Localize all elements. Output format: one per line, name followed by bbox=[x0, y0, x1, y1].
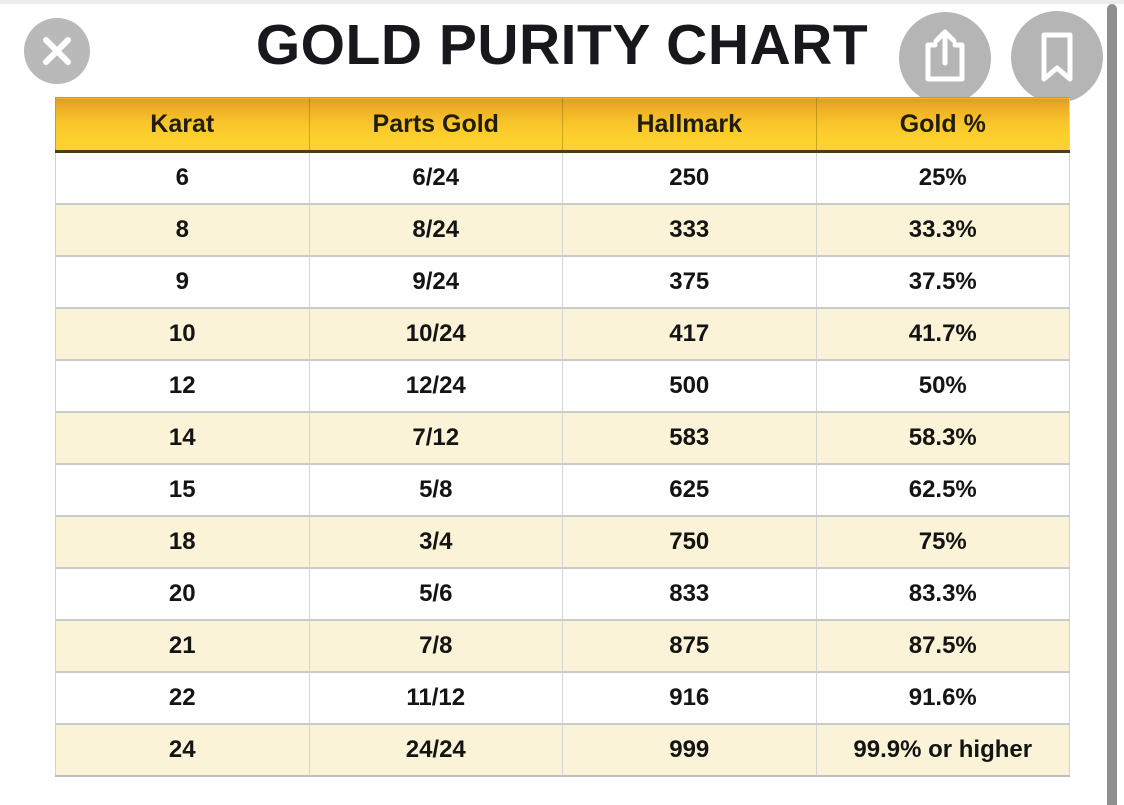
table-cell: 75% bbox=[815, 514, 1070, 568]
table-cell: 14 bbox=[55, 410, 309, 464]
table-cell: 12/24 bbox=[308, 358, 563, 412]
table-row: 6 6/24 250 25% bbox=[55, 151, 1070, 204]
table-cell: 24 bbox=[55, 722, 309, 776]
table-cell: 9/24 bbox=[308, 254, 563, 308]
table-cell: 8/24 bbox=[308, 202, 563, 256]
table-cell: 41.7% bbox=[815, 306, 1070, 360]
table-cell: 87.5% bbox=[815, 618, 1070, 672]
table-cell: 333 bbox=[562, 202, 816, 256]
table-cell: 22 bbox=[55, 670, 309, 724]
table-cell: 15 bbox=[55, 462, 309, 516]
table-row: 20 5/6 833 83.3% bbox=[55, 566, 1070, 620]
table-cell: 3/4 bbox=[308, 514, 563, 568]
table-cell: 375 bbox=[562, 254, 816, 308]
share-button[interactable] bbox=[899, 12, 991, 104]
table-cell: 11/12 bbox=[308, 670, 563, 724]
table-cell: 7/8 bbox=[308, 618, 563, 672]
table-cell: 250 bbox=[562, 151, 816, 204]
table-row: 22 11/12 916 91.6% bbox=[55, 670, 1070, 724]
table-cell: 33.3% bbox=[815, 202, 1070, 256]
vertical-scrollbar[interactable] bbox=[1107, 4, 1117, 805]
table-cell: 12 bbox=[55, 358, 309, 412]
table-cell: 875 bbox=[562, 618, 816, 672]
table-cell: 50% bbox=[815, 358, 1070, 412]
close-button[interactable] bbox=[24, 18, 90, 84]
table-cell: 6 bbox=[175, 163, 189, 191]
table-cell: 21 bbox=[55, 618, 309, 672]
table-cell: 9 bbox=[55, 254, 309, 308]
bookmark-icon bbox=[1011, 11, 1103, 103]
bookmark-button[interactable] bbox=[1011, 11, 1103, 103]
table-cell: 24/24 bbox=[308, 722, 563, 776]
table-cell: 8 bbox=[55, 202, 309, 256]
close-icon bbox=[24, 18, 90, 84]
table-cell: 25% bbox=[815, 151, 1070, 204]
table-cell: 625 bbox=[562, 462, 816, 516]
column-header: Gold % bbox=[815, 97, 1070, 153]
table-header: Karat Parts Gold Hallmark Gold % bbox=[55, 97, 1070, 153]
table-header-row: Karat Parts Gold Hallmark Gold % bbox=[55, 97, 1070, 153]
gold-purity-table: Karat Parts Gold Hallmark Gold % 6 6/24 250 25… bbox=[55, 97, 1070, 777]
table-cell: 500 bbox=[562, 358, 816, 412]
column-header: Karat bbox=[55, 97, 309, 153]
table-cell: 62.5% bbox=[815, 462, 1070, 516]
table-cell: 83.3% bbox=[815, 566, 1070, 620]
table-cell: 7/12 bbox=[308, 410, 563, 464]
top-edge-divider bbox=[0, 0, 1124, 4]
table-row: 14 7/12 583 58.3% bbox=[55, 410, 1070, 464]
table-cell: 37.5% bbox=[815, 254, 1070, 308]
table-cell: 916 bbox=[562, 670, 816, 724]
table-cell: 18 bbox=[55, 514, 309, 568]
table-row: 18 3/4 750 75% bbox=[55, 514, 1070, 568]
table-cell: 5/6 bbox=[308, 566, 563, 620]
table-row: 15 5/8 625 62.5% bbox=[55, 462, 1070, 516]
table-cell: 750 bbox=[562, 514, 816, 568]
column-header: Parts Gold bbox=[308, 97, 563, 153]
table-cell: 417 bbox=[562, 306, 816, 360]
table-cell: 99.9% or higher bbox=[815, 722, 1070, 776]
table-cell: 10/24 bbox=[308, 306, 563, 360]
table-row: 9 9/24 375 37.5% bbox=[55, 254, 1070, 308]
table-row: 24 24/24 999 99.9% or higher bbox=[55, 722, 1070, 776]
table-body: 6 6/24 250 25% 8 8/24 333 33.3% 9 9/24 375 37.5% 10 1… bbox=[55, 151, 1070, 776]
table-cell: 58.3% bbox=[815, 410, 1070, 464]
table-cell: 6/24 bbox=[308, 151, 563, 204]
table-cell: 10 bbox=[55, 306, 309, 360]
column-header: Hallmark bbox=[562, 97, 816, 153]
share-icon bbox=[899, 12, 991, 104]
table-row: 12 12/24 500 50% bbox=[55, 358, 1070, 412]
table-row: 21 7/8 875 87.5% bbox=[55, 618, 1070, 672]
table-cell: 833 bbox=[562, 566, 816, 620]
table-row: 10 10/24 417 41.7% bbox=[55, 306, 1070, 360]
table-cell: 5/8 bbox=[308, 462, 563, 516]
table-row: 8 8/24 333 33.3% bbox=[55, 202, 1070, 256]
page-title: GOLD PURITY CHART bbox=[255, 13, 869, 77]
table-cell: 20 bbox=[55, 566, 309, 620]
table-cell: 583 bbox=[562, 410, 816, 464]
table-cell: 91.6% bbox=[815, 670, 1070, 724]
table-cell: 999 bbox=[562, 722, 816, 776]
